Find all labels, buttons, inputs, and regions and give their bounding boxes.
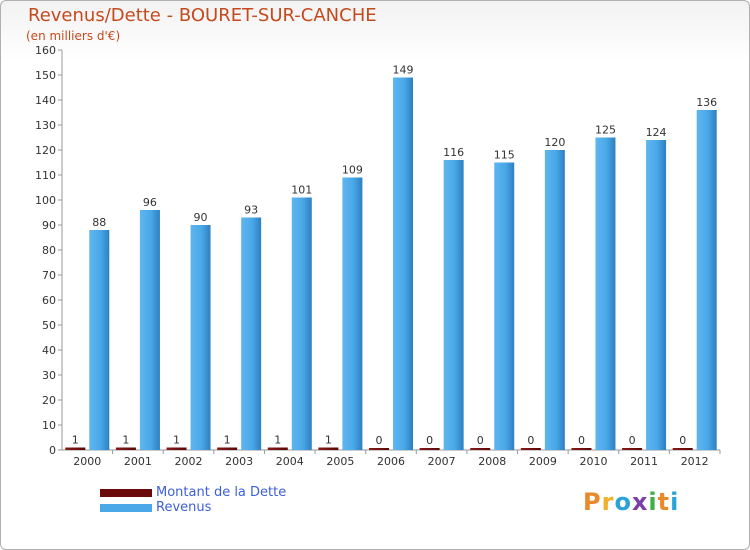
debt-value-label: 0	[527, 434, 534, 447]
proxiti-logo: Proxiti	[583, 488, 680, 516]
debt-value-label: 0	[629, 434, 636, 447]
revenue-value-label: 124	[646, 126, 667, 139]
revenue-value-label: 149	[393, 64, 414, 77]
legend-label-revenue: Revenus	[156, 500, 212, 515]
value-labels: 1 88 1 96 1 90 1 93 1 101 1 109 0 149 0 116 0 115 0 120 0 125…	[72, 64, 717, 448]
revenue-bar	[595, 137, 616, 450]
debt-bar	[470, 448, 491, 450]
revenue-bar	[646, 140, 667, 450]
y-tick-label: 100	[35, 194, 56, 207]
y-tick-label: 40	[42, 344, 56, 357]
revenue-bar	[393, 77, 413, 450]
debt-value-label: 1	[274, 434, 281, 447]
revenue-bar	[544, 150, 565, 450]
debt-bar	[369, 448, 389, 450]
revenue-value-label: 115	[494, 149, 515, 162]
y-tick-label: 30	[42, 369, 56, 382]
x-tick-label: 2006	[377, 455, 405, 468]
debt-value-label: 1	[72, 434, 79, 447]
revenue-bar	[190, 225, 211, 450]
revenue-bar	[241, 217, 262, 450]
revenue-value-label: 125	[595, 124, 616, 137]
x-tick-label: 2000	[73, 455, 101, 468]
revenue-value-label: 93	[244, 204, 258, 217]
debt-bar	[318, 447, 339, 450]
debt-bar	[217, 447, 238, 450]
y-tick-label: 60	[42, 294, 56, 307]
revenue-value-label: 120	[544, 136, 565, 149]
revenue-value-label: 116	[443, 146, 464, 159]
x-tick-label: 2001	[124, 455, 152, 468]
debt-bar	[571, 448, 592, 450]
y-tick-label: 150	[35, 69, 56, 82]
x-tick-label: 2011	[630, 455, 658, 468]
legend-label-debt: Montant de la Dette	[156, 485, 287, 500]
debt-value-label: 0	[376, 434, 383, 447]
y-tick-label: 0	[49, 444, 56, 457]
x-tick-label: 2003	[225, 455, 253, 468]
debt-bar	[115, 447, 136, 450]
revenue-value-label: 101	[291, 184, 312, 197]
y-tick-label: 70	[42, 269, 56, 282]
revenue-value-label: 96	[143, 196, 157, 209]
revenue-bar	[696, 110, 717, 450]
axes: 0102030405060708090100110120130140150160…	[35, 44, 721, 468]
debt-value-label: 1	[173, 434, 180, 447]
y-tick-label: 120	[35, 144, 56, 157]
chart-title: Revenus/Dette - BOURET-SUR-CANCHE	[28, 5, 377, 26]
debt-bar	[520, 448, 541, 450]
debt-value-label: 1	[325, 434, 332, 447]
revenue-bar	[494, 162, 515, 450]
legend-swatch-revenue	[100, 504, 152, 512]
debt-value-label: 0	[477, 434, 484, 447]
x-tick-label: 2005	[326, 455, 354, 468]
debt-value-label: 0	[679, 434, 686, 447]
revenue-bar	[443, 160, 464, 450]
revenue-bar	[342, 177, 363, 450]
debt-bar	[622, 448, 643, 450]
revenue-value-label: 90	[194, 211, 208, 224]
y-tick-label: 80	[42, 244, 56, 257]
debt-value-label: 0	[578, 434, 585, 447]
debt-bar	[267, 447, 288, 450]
y-tick-label: 20	[42, 394, 56, 407]
y-tick-label: 130	[35, 119, 56, 132]
x-tick-label: 2008	[478, 455, 506, 468]
x-tick-label: 2009	[529, 455, 557, 468]
y-tick-label: 160	[35, 44, 56, 57]
legend-swatch-debt	[100, 489, 152, 497]
y-tick-label: 10	[42, 419, 56, 432]
bars	[65, 77, 717, 450]
revenue-bar	[139, 210, 160, 450]
revenue-bar	[291, 197, 312, 450]
y-tick-label: 90	[42, 219, 56, 232]
x-tick-label: 2002	[175, 455, 203, 468]
x-tick-label: 2007	[428, 455, 456, 468]
chart-subtitle: (en milliers d'€)	[26, 29, 121, 43]
debt-bar	[419, 448, 440, 450]
debt-value-label: 0	[426, 434, 433, 447]
debt-value-label: 1	[122, 434, 129, 447]
x-tick-label: 2012	[681, 455, 709, 468]
revenue-value-label: 109	[342, 164, 363, 177]
debt-value-label: 1	[224, 434, 231, 447]
x-tick-label: 2010	[579, 455, 607, 468]
y-tick-label: 110	[35, 169, 56, 182]
revenue-value-label: 88	[92, 216, 106, 229]
y-tick-label: 140	[35, 94, 56, 107]
debt-bar	[672, 448, 693, 450]
y-tick-label: 50	[42, 319, 56, 332]
x-tick-label: 2004	[276, 455, 304, 468]
debt-bar	[65, 447, 86, 450]
debt-bar	[166, 447, 187, 450]
revenue-value-label: 136	[696, 96, 717, 109]
revenue-bar	[89, 230, 110, 450]
